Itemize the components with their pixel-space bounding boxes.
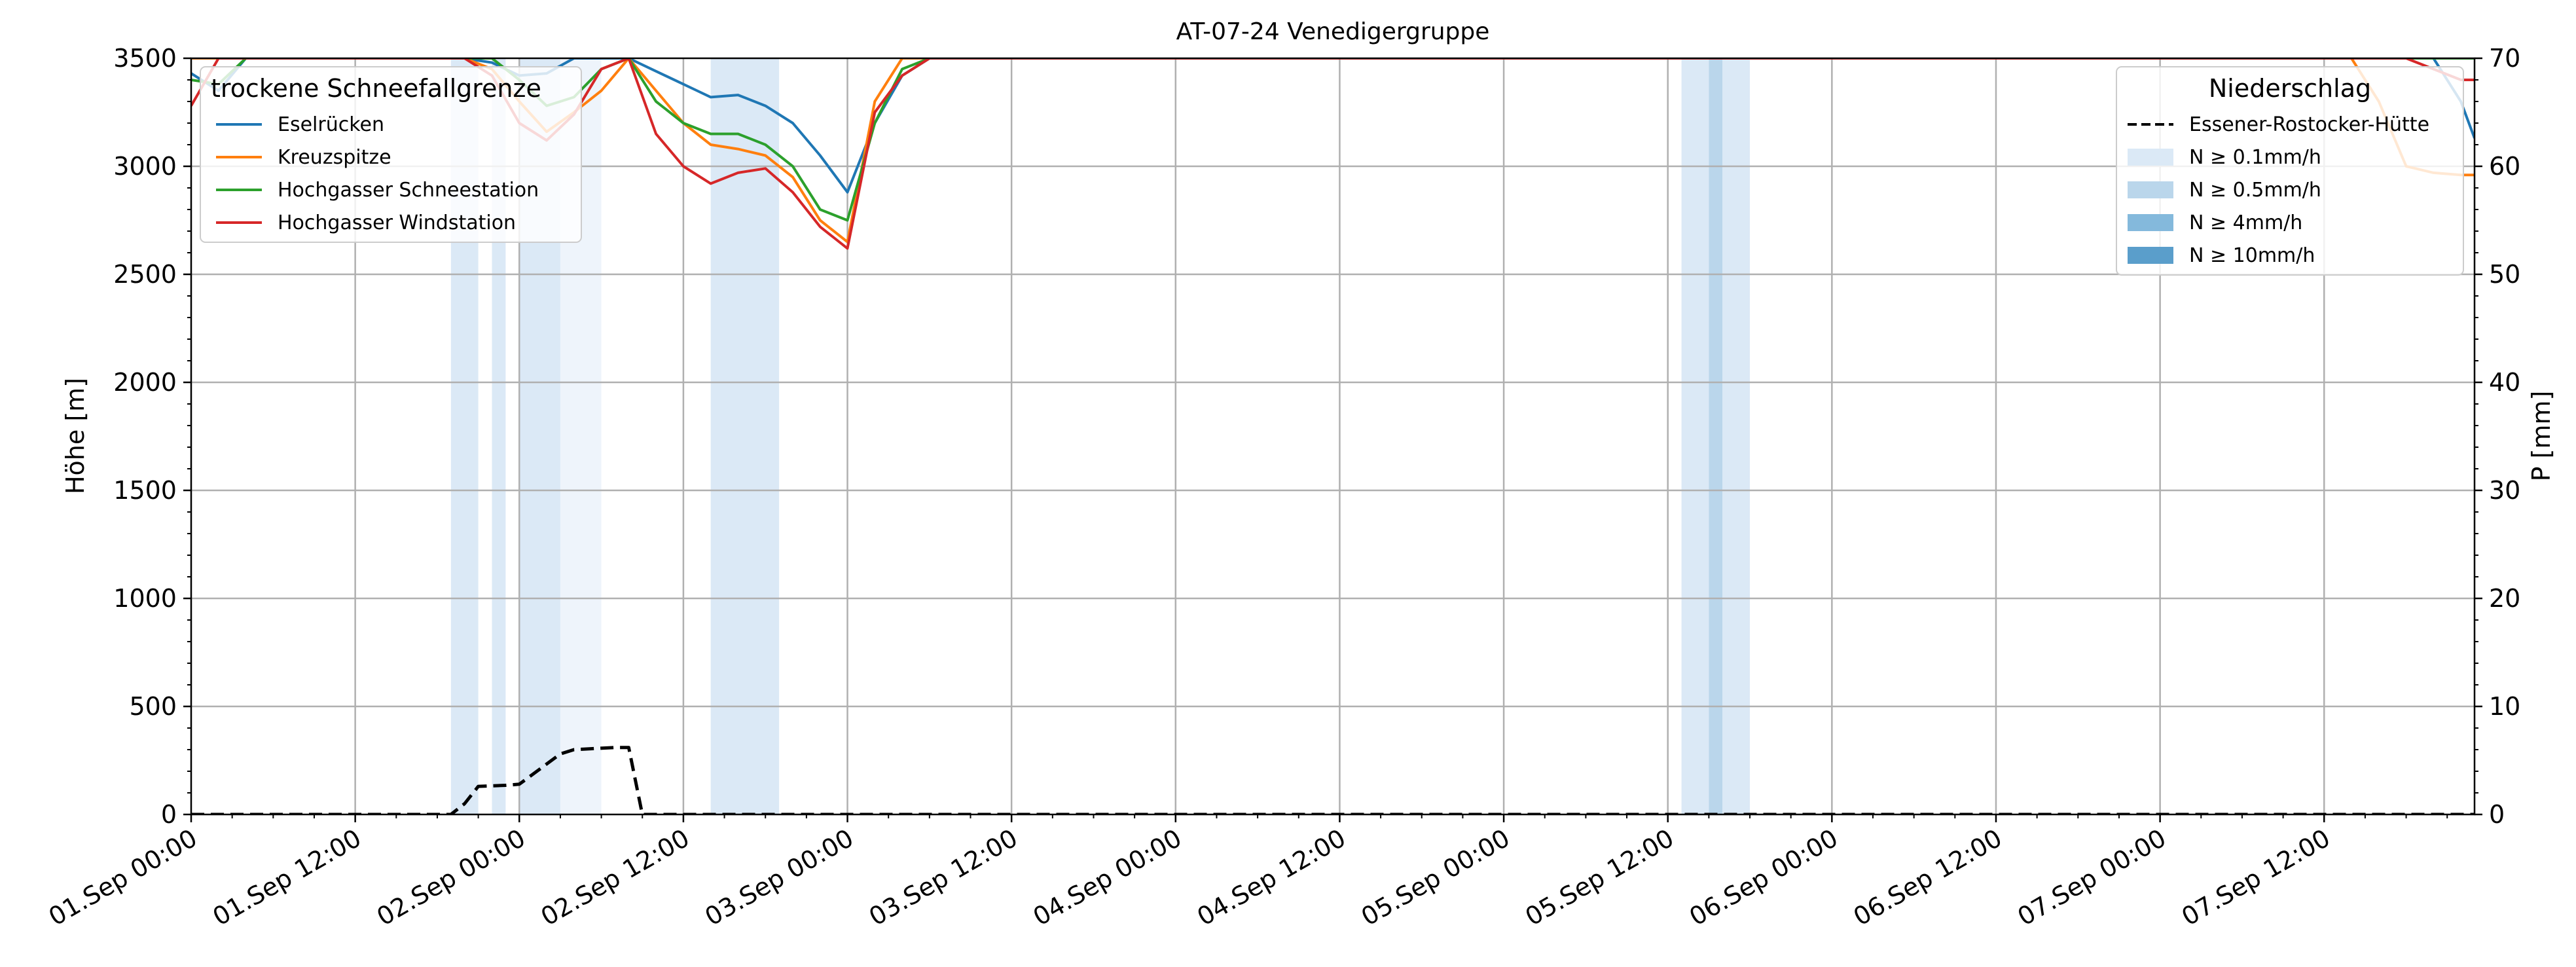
y-right-tick-label-3: 30 (2489, 476, 2520, 505)
legend-swatch-n-0-1 (2128, 149, 2173, 166)
legend-swatch-n-4 (2128, 214, 2173, 231)
precip-band-1 (492, 58, 506, 814)
legend-left: trockene Schneefallgrenze Eselrücken Kre… (200, 66, 582, 243)
legend-right: Niederschlag Essener-Rostocker-Hütte N ≥… (2116, 66, 2464, 276)
y-right-tick-label-7: 70 (2489, 44, 2520, 73)
legend-label-eselruecken: Eselrücken (278, 113, 384, 136)
y-left-tick-label-7: 3500 (113, 44, 177, 73)
y-left-tick-label-5: 2500 (113, 260, 177, 289)
y-axis-left-label: Höhe [m] (61, 378, 90, 494)
y-left-tick-label-2: 1000 (113, 584, 177, 613)
legend-label-hochgasser-windstation: Hochgasser Windstation (278, 211, 516, 234)
legend-label-hochgasser-schneestation: Hochgasser Schneestation (278, 179, 539, 202)
plot-frame (190, 57, 2476, 816)
y-left-tick-label-6: 3000 (113, 152, 177, 181)
legend-label-n-0-5: N ≥ 0.5mm/h (2189, 179, 2321, 202)
precip-band-4 (710, 58, 780, 814)
y-right-tick-label-6: 60 (2489, 152, 2520, 181)
y-right-tick-label-5: 50 (2489, 260, 2520, 289)
legend-left-title: trockene Schneefallgrenze (211, 74, 541, 103)
y-right-tick-label-2: 20 (2489, 584, 2520, 613)
precip-band-7 (1722, 58, 1751, 814)
legend-label-kreuzspitze: Kreuzspitze (278, 146, 391, 169)
y-right-tick-label-0: 0 (2489, 800, 2505, 829)
y-left-tick-label-4: 2000 (113, 368, 177, 397)
legend-swatch-n-10 (2128, 247, 2173, 264)
y-left-tick-label-1: 500 (129, 692, 177, 721)
legend-left-box (200, 66, 582, 243)
series-line-eselr-cken (191, 58, 2475, 194)
precip-band-6 (1709, 58, 1723, 814)
legend-right-box (2116, 66, 2464, 276)
chart-title: AT-07-24 Venedigergruppe (1176, 18, 1490, 45)
precip-band-5 (1681, 58, 1709, 814)
y-axis-right-label: P [mm] (2527, 391, 2556, 482)
legend-label-n-10: N ≥ 10mm/h (2189, 244, 2315, 267)
legend-swatch-n-0-5 (2128, 181, 2173, 198)
legend-label-n-0-1: N ≥ 0.1mm/h (2189, 146, 2321, 169)
y-right-tick-label-4: 40 (2489, 368, 2520, 397)
series-line-essener-rostocker-h-tte (191, 746, 2475, 814)
legend-label-n-4: N ≥ 4mm/h (2189, 211, 2302, 234)
y-left-tick-label-0: 0 (161, 800, 177, 829)
legend-label-essener-rostocker-huette: Essener-Rostocker-Hütte (2189, 113, 2429, 136)
y-left-tick-label-3: 1500 (113, 476, 177, 505)
y-right-tick-label-1: 10 (2489, 692, 2520, 721)
legend-right-title: Niederschlag (2209, 74, 2371, 103)
